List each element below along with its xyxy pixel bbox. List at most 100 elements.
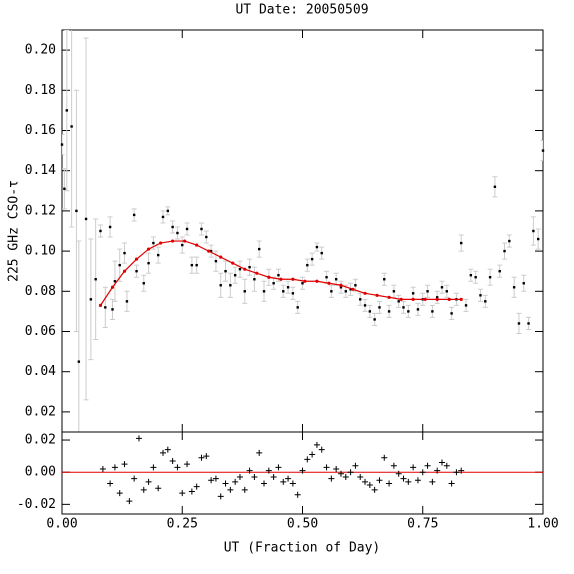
residual-point [217,493,224,500]
data-point [84,217,88,221]
fit-point [411,297,415,301]
data-point [219,284,222,287]
residual-point [131,475,138,482]
data-point [181,243,184,247]
data-point [233,274,237,277]
fit-point [110,285,115,289]
residual-point [150,464,157,471]
residual-point [376,477,383,484]
y-axis-label: 225 GHz CSO-τ [7,180,22,282]
data-point [77,360,81,363]
y-tick-label: 0.20 [25,43,56,58]
residual-point [395,470,402,477]
residual-point [107,480,114,487]
residual-point [188,488,195,495]
fit-point [255,271,259,275]
fit-point [267,275,271,279]
fit-point [134,257,139,261]
data-point [94,278,97,281]
residual-point [400,475,407,482]
y-tick-label: 0.08 [25,284,56,299]
data-point [157,253,160,257]
residual-point [434,467,441,474]
data-point [171,225,174,229]
x-tick-label: 0.25 [167,517,198,532]
data-point [113,280,117,283]
y-tick-label: 0.16 [25,123,56,138]
error-bar [62,134,65,156]
residual-point [347,469,354,476]
data-point [460,241,463,245]
y-tick-label: 0.04 [25,364,56,379]
fit-point [146,247,151,251]
residual-point [251,474,258,481]
fit-point [423,297,427,301]
data-point [536,237,540,241]
residual-point [448,480,455,487]
data-point [152,241,155,245]
data-point [512,286,516,289]
residual-point [453,469,460,476]
residual-point [386,480,393,487]
residual-point [241,486,248,493]
data-point [60,143,64,146]
data-point [248,265,251,269]
data-point [363,304,367,307]
data-point [147,261,150,265]
x-tick-label: 0.50 [287,517,318,532]
residual-point [232,478,239,485]
residual-point [410,464,417,471]
residual-point [179,490,186,497]
residual-point [285,475,292,482]
data-point [282,290,285,293]
data-point [493,185,497,188]
residual-point [155,485,162,492]
fit-point [159,241,163,245]
data-point [301,282,304,285]
data-point [541,149,545,152]
data-point [527,322,530,325]
residual-point [419,469,426,476]
residual-point [140,486,147,493]
data-point [440,286,444,289]
data-point [195,263,198,267]
residual-point [362,478,369,485]
residual-point [126,498,133,505]
data-point [334,278,338,281]
residual-point [212,475,219,482]
residual-point [352,462,359,469]
data-point [123,251,126,255]
data-point [142,282,145,285]
data-point [286,286,290,289]
residual-point [429,478,436,485]
data-point [125,300,129,303]
residual-point [299,467,306,474]
fit-point [387,295,391,299]
data-point [339,286,343,289]
residual-point [174,464,181,471]
residual-point [246,467,253,474]
data-point [310,257,314,261]
data-point [118,263,121,267]
data-point [522,282,525,285]
data-point [387,310,391,313]
fit-point [279,277,283,281]
fit-point [243,267,247,271]
y-tick-label: 0.02 [25,404,56,419]
data-point [392,290,396,293]
data-point [426,290,429,293]
data-point [484,300,487,303]
data-point [205,235,208,239]
residual-point [318,446,325,453]
data-point [258,247,261,251]
residual-point [121,461,128,468]
data-point [532,229,535,233]
residual-point [265,467,272,474]
data-point [402,306,405,309]
residual-point [405,478,412,485]
residual-point [438,459,445,466]
residual-point [208,477,215,484]
fit-point [195,243,199,247]
data-point [407,310,410,313]
data-point [111,308,114,311]
